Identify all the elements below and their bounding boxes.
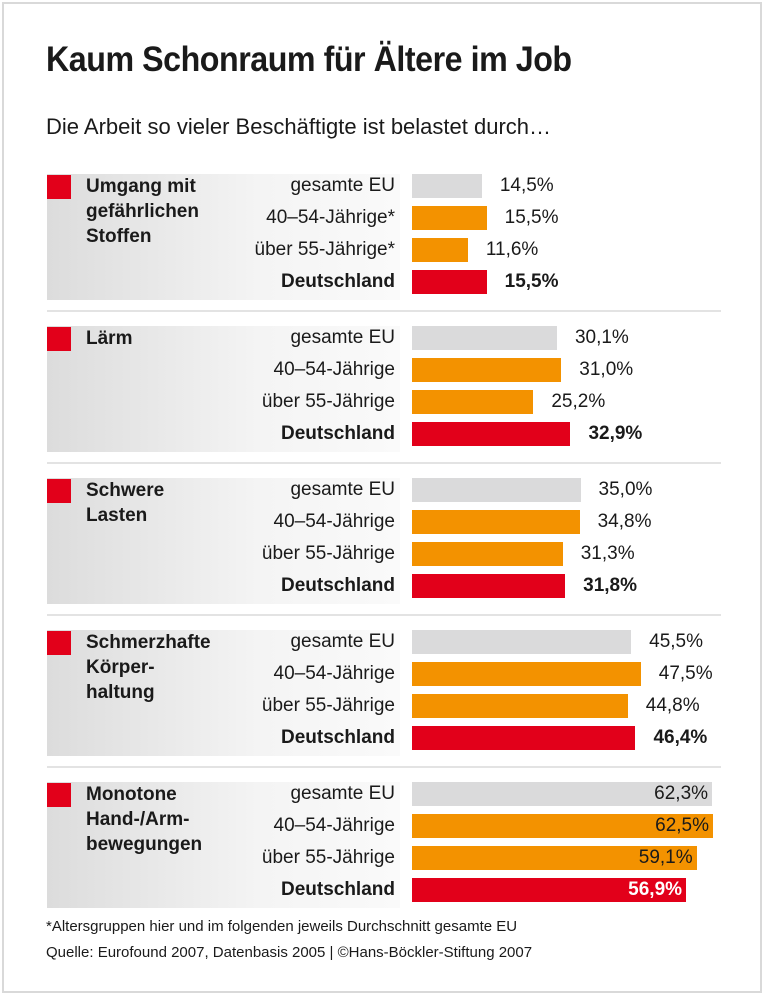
value-label: 15,5%: [504, 271, 559, 292]
row-label: Deutschland: [280, 423, 395, 444]
label-band: [47, 326, 400, 452]
group-divider: [47, 462, 721, 464]
row-label: über 55-Jährige: [261, 543, 395, 564]
value-label: 44,8%: [645, 695, 700, 716]
bar-group: Schwere Lasten gesamte EU 35,0% 40–54-Jährig…: [0, 478, 768, 630]
footnote: *Altersgruppen hier und im folgenden jew…: [46, 918, 518, 935]
bar-group: Umgang mit gefährlichen Stoffen gesamte EU 1…: [0, 174, 768, 326]
bar-age: [412, 358, 562, 382]
bar-eu: [412, 174, 482, 198]
bar-eu: [412, 782, 713, 806]
category-label: Schmerzhafte Körper-haltung: [86, 632, 211, 703]
value-label: 11,6%: [485, 239, 539, 260]
bar-de: [412, 422, 571, 446]
value-label: 31,3%: [580, 543, 635, 564]
category-label: Monotone Hand-/Arm-bewegungen: [86, 784, 203, 855]
label-band: [47, 478, 400, 604]
bar-age: [412, 814, 713, 838]
group-divider: [47, 766, 721, 768]
value-label: 62,5%: [655, 815, 709, 836]
bar-age: [412, 662, 641, 686]
value-label: 45,5%: [649, 631, 703, 652]
group-divider: [47, 614, 721, 616]
row-label: gesamte EU: [290, 783, 395, 804]
category-marker: [47, 631, 71, 655]
bar-eu: [412, 630, 632, 654]
value-label: 62,3%: [654, 783, 709, 804]
row-label: Deutschland: [280, 271, 395, 292]
category-marker: [47, 783, 71, 807]
category-label: Schwere Lasten: [86, 480, 165, 526]
category-label: Lärm: [86, 328, 133, 349]
label-band: [47, 630, 400, 756]
row-label: gesamte EU: [290, 327, 395, 348]
value-label: 31,8%: [583, 575, 638, 596]
bar-age: [412, 846, 697, 870]
bar-eu: [412, 478, 581, 502]
value-label: 32,9%: [588, 423, 643, 444]
bar-group: Lärm gesamte EU 30,1% 40–54-Jährige 31,0% übe…: [0, 326, 768, 478]
value-label: 31,0%: [579, 359, 634, 380]
source-note: Quelle: Eurofound 2007, Datenbasis 2005 …: [46, 944, 533, 961]
value-label: 14,5%: [499, 175, 554, 196]
bar-group: Schmerzhafte Körper-haltung gesamte EU 45,5…: [0, 630, 768, 782]
row-label: Deutschland: [280, 727, 395, 748]
value-label: 35,0%: [598, 479, 653, 500]
bar-de: [412, 726, 636, 750]
category-marker: [47, 327, 71, 351]
value-label: 30,1%: [574, 327, 629, 348]
row-label: über 55-Jährige: [261, 695, 395, 716]
row-label: über 55-Jährige: [261, 847, 395, 868]
value-label: 34,8%: [597, 511, 652, 532]
row-label: 40–54-Jährige: [273, 815, 395, 836]
bar-de: [412, 270, 487, 294]
value-label: 47,5%: [658, 663, 713, 684]
row-label: 40–54-Jährige: [273, 359, 395, 380]
bar-age: [412, 206, 487, 230]
bar-age: [412, 238, 468, 262]
row-label: über 55-Jährige: [261, 391, 395, 412]
bar-de: [412, 574, 566, 598]
chart-title: Kaum Schonraum für Ältere im Job: [46, 40, 572, 79]
row-label: Deutschland: [280, 575, 395, 596]
label-band: [47, 174, 400, 300]
value-label: 15,5%: [504, 207, 559, 228]
group-divider: [47, 310, 721, 312]
category-marker: [47, 175, 71, 199]
row-label: 40–54-Jährige: [273, 663, 395, 684]
row-label: 40–54-Jährige*: [266, 207, 395, 228]
value-label: 59,1%: [638, 847, 693, 868]
bar-de: [412, 878, 687, 902]
row-label: gesamte EU: [290, 175, 395, 196]
row-label: gesamte EU: [290, 479, 395, 500]
category-label: Umgang mit gefährlichen Stoffen: [86, 176, 199, 247]
value-label: 46,4%: [653, 727, 708, 748]
row-label: gesamte EU: [290, 631, 395, 652]
row-label: Deutschland: [280, 879, 395, 900]
bar-age: [412, 542, 563, 566]
bar-age: [412, 390, 534, 414]
bar-age: [412, 694, 628, 718]
bar-age: [412, 510, 580, 534]
label-band: [47, 782, 400, 908]
category-marker: [47, 479, 71, 503]
bar-eu: [412, 326, 557, 350]
bar-group: Monotone Hand-/Arm-bewegungen gesamte EU 62…: [0, 782, 768, 934]
value-label: 56,9%: [628, 879, 683, 900]
chart-subtitle: Die Arbeit so vieler Beschäftigte ist be…: [46, 114, 552, 139]
row-label: über 55-Jährige*: [254, 239, 395, 260]
row-label: 40–54-Jährige: [273, 511, 395, 532]
value-label: 25,2%: [551, 391, 606, 412]
